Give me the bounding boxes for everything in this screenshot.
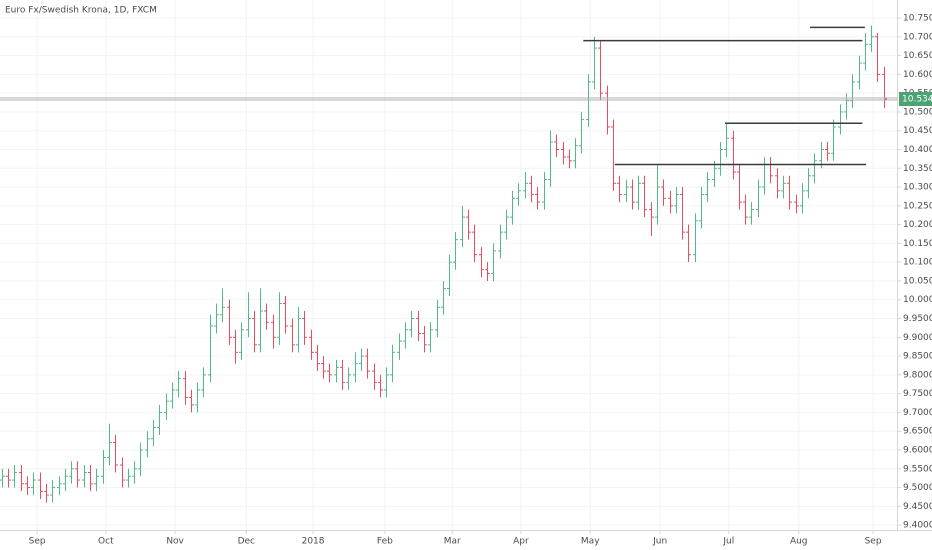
y-tick-label: 10.30000 bbox=[903, 183, 932, 193]
y-tick-label: 9.65000 bbox=[903, 427, 932, 437]
last-price-tag bbox=[899, 92, 932, 107]
y-tick-label: 10.00000 bbox=[903, 295, 932, 305]
y-tick-label: 9.45000 bbox=[903, 502, 932, 512]
y-tick-label: 10.15000 bbox=[903, 239, 932, 249]
y-tick-label: 10.45000 bbox=[903, 126, 932, 136]
y-tick-label: 10.35000 bbox=[903, 164, 932, 174]
y-tick-label: 10.25000 bbox=[903, 201, 932, 211]
chart-title: Euro Fx/Swedish Krona, 1D, FXCM bbox=[5, 6, 157, 16]
x-tick-label: Jun bbox=[652, 537, 667, 547]
y-tick-label: 9.50000 bbox=[903, 483, 932, 493]
x-tick-label: Dec bbox=[238, 537, 255, 547]
x-tick-label: Jul bbox=[722, 537, 734, 547]
y-tick-label: 9.95000 bbox=[903, 314, 932, 324]
y-tick-label: 9.60000 bbox=[903, 445, 932, 455]
y-tick-label: 10.50000 bbox=[903, 107, 932, 117]
x-tick-label: Sep bbox=[865, 537, 882, 547]
x-tick-label: Nov bbox=[166, 537, 184, 547]
y-tick-label: 9.55000 bbox=[903, 464, 932, 474]
x-tick-label: Apr bbox=[513, 537, 529, 547]
x-tick-label: Oct bbox=[98, 537, 114, 547]
y-tick-label: 10.65000 bbox=[903, 51, 932, 61]
x-tick-label: Feb bbox=[377, 537, 393, 547]
x-tick-label: Mar bbox=[444, 537, 461, 547]
y-tick-label: 10.75000 bbox=[903, 14, 932, 24]
bars-layer bbox=[0, 25, 887, 503]
y-tick-label: 9.90000 bbox=[903, 333, 932, 343]
y-tick-label: 9.80000 bbox=[903, 370, 932, 380]
y-tick-label: 10.05000 bbox=[903, 276, 932, 286]
y-tick-label: 10.60000 bbox=[903, 70, 932, 80]
y-tick-label: 10.40000 bbox=[903, 145, 932, 155]
y-tick-label: 10.10000 bbox=[903, 258, 932, 268]
x-tick-label: 2018 bbox=[302, 537, 325, 547]
y-tick-label: 9.75000 bbox=[903, 389, 932, 399]
y-tick-label: 10.20000 bbox=[903, 220, 932, 230]
y-tick-label: 9.70000 bbox=[903, 408, 932, 418]
x-tick-label: Aug bbox=[790, 537, 808, 547]
x-tick-label: Sep bbox=[29, 537, 46, 547]
x-tick-label: May bbox=[581, 537, 600, 547]
y-tick-label: 9.85000 bbox=[903, 352, 932, 362]
y-tick-label: 9.40000 bbox=[903, 521, 932, 531]
grid-layer bbox=[0, 0, 897, 530]
y-tick-label: 10.70000 bbox=[903, 32, 932, 42]
last-price-label: 10.53440 bbox=[902, 95, 932, 105]
